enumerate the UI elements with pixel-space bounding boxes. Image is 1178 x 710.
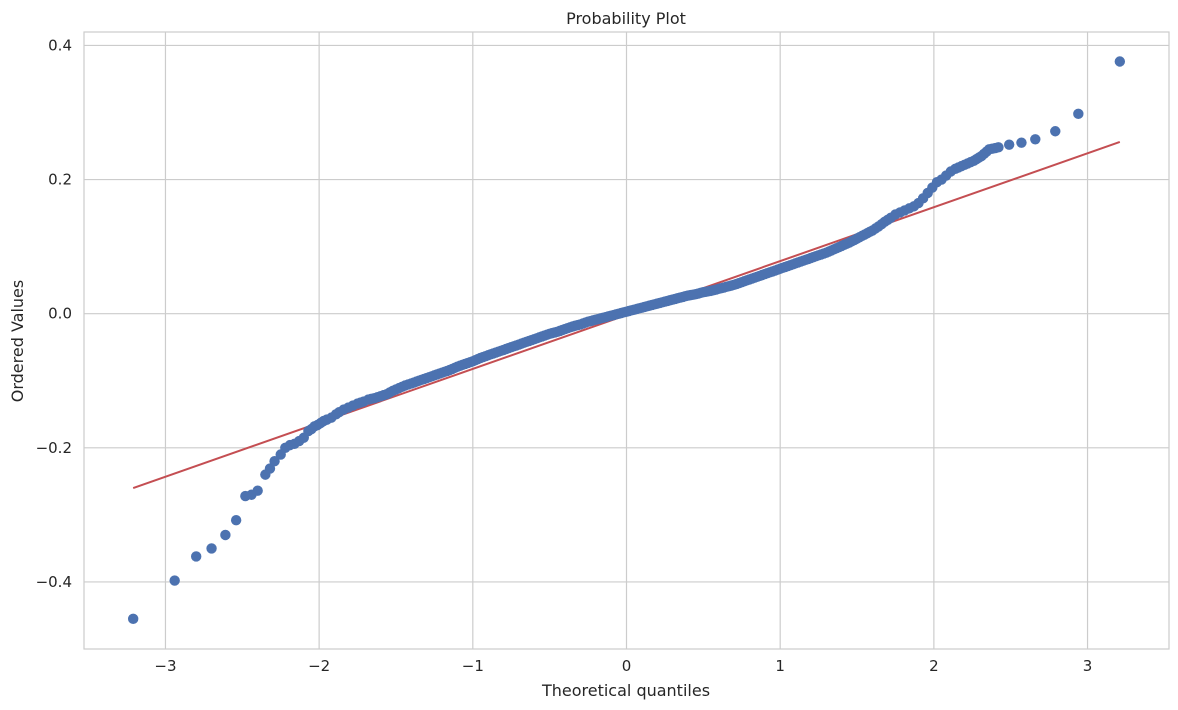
y-axis-title: Ordered Values — [8, 280, 27, 402]
y-tick-label: −0.4 — [36, 573, 72, 591]
data-point — [127, 613, 139, 625]
chart-title: Probability Plot — [566, 9, 686, 28]
y-tick-label: 0.0 — [48, 305, 72, 323]
data-point-fill — [882, 214, 893, 225]
plot-frame — [83, 31, 1170, 650]
data-point — [220, 529, 231, 541]
x-tick-label: −1 — [462, 657, 484, 675]
grid-lines — [84, 32, 1169, 649]
y-tick-labels: −0.4 −0.2 0.0 0.2 0.4 — [36, 36, 72, 591]
data-point-fill — [990, 142, 1001, 154]
data-point — [1030, 134, 1041, 145]
data-point — [1003, 139, 1015, 150]
data-point — [1016, 137, 1027, 148]
data-point — [1050, 126, 1061, 137]
data-point — [190, 551, 202, 562]
data-point — [1073, 108, 1084, 120]
x-tick-label: 3 — [1083, 657, 1093, 675]
x-tick-label: 2 — [929, 657, 939, 675]
data-point — [1114, 56, 1126, 67]
x-tick-label: −2 — [308, 657, 330, 675]
y-tick-label: −0.2 — [36, 439, 72, 457]
y-tick-label: 0.4 — [48, 36, 72, 54]
data-point — [252, 485, 263, 496]
x-tick-label: −3 — [154, 657, 176, 675]
x-tick-labels: −3 −2 −1 0 1 2 3 — [154, 657, 1092, 675]
y-tick-label: 0.2 — [48, 171, 72, 189]
x-axis-title: Theoretical quantiles — [541, 681, 710, 700]
data-point — [169, 575, 180, 586]
data-points — [127, 56, 1126, 625]
x-tick-label: 1 — [775, 657, 785, 675]
x-tick-label: 0 — [622, 657, 632, 675]
data-point — [206, 543, 217, 554]
data-point-fill — [355, 397, 366, 408]
data-point — [230, 515, 242, 526]
data-point — [269, 456, 280, 467]
